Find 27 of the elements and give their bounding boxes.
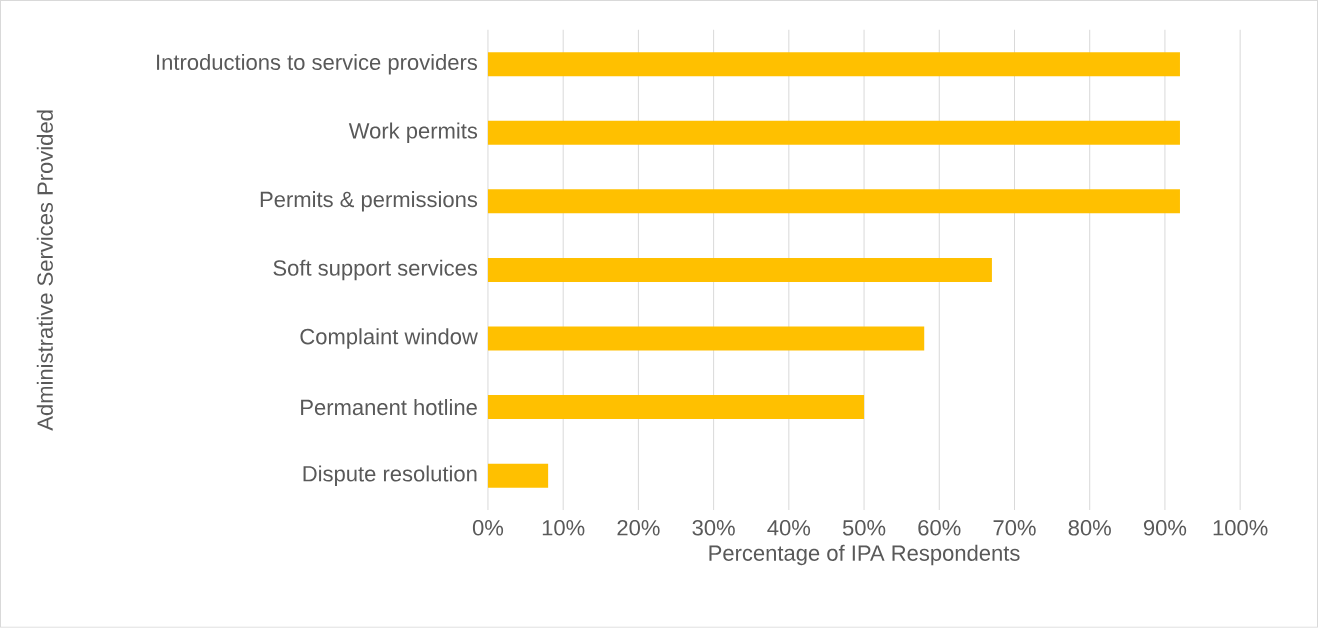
bar [487, 120, 1180, 145]
y-tick-label: Work permits [348, 122, 478, 144]
y-axis-title: Administrative Services Provided [36, 110, 53, 431]
y-tick-label: Permanent hotline [301, 399, 477, 416]
y-tick-label: Soft support services [273, 259, 478, 281]
x-axis-title: Percentage of IPA Respondents [709, 544, 1020, 566]
x-tick-label: 70% [993, 520, 1036, 536]
x-tick-label: 30% [692, 520, 735, 536]
bar [487, 326, 925, 351]
x-tick-label: 50% [842, 520, 886, 536]
bar [487, 52, 1180, 77]
x-tick-label: 80% [1068, 520, 1111, 536]
x-tick-label: 0% [472, 520, 504, 536]
x-tick-label: 10% [542, 520, 585, 536]
x-tick-label: 20% [617, 520, 660, 536]
x-tick-label: 60% [918, 520, 961, 536]
bar [487, 257, 992, 282]
y-tick-label: Permits & permissions [260, 191, 478, 212]
bar [487, 463, 549, 488]
bar [487, 189, 1180, 214]
x-tick-label: 40% [767, 520, 811, 536]
x-tick-label: 90% [1143, 520, 1187, 536]
y-tick-label: Complaint window [300, 328, 478, 349]
bar [487, 395, 865, 420]
y-tick-label: Dispute resolution [303, 465, 477, 487]
y-tick-label: Introductions to service providers [157, 53, 478, 75]
x-tick-label: 100% [1213, 520, 1268, 536]
